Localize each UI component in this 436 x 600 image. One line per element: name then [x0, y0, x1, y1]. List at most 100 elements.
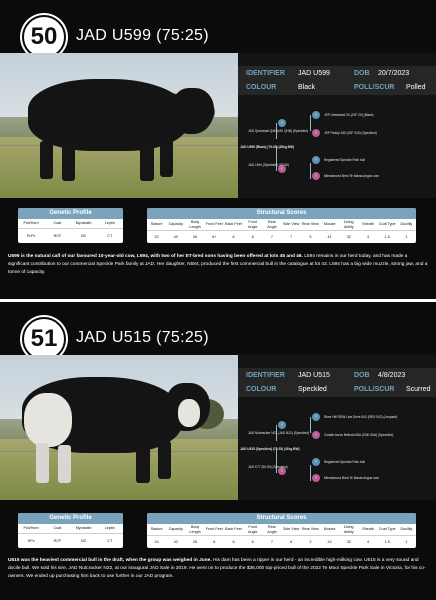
- male-icon: ♂: [312, 458, 320, 466]
- table-header-row: Stature Capacity Body Length Front Feet …: [147, 524, 416, 536]
- table-cell: 6: [290, 539, 293, 544]
- column-header: Capacity: [168, 527, 183, 532]
- lot-number-badge: 50: [22, 15, 66, 59]
- column-header: Coat Type: [378, 527, 396, 532]
- pedigree-sire-sire: JSF Unmarked 20 (JSF 20) (Black): [324, 113, 374, 117]
- table-cell: CT: [107, 233, 113, 238]
- lot-title: JAD U515 (75:25): [76, 329, 209, 346]
- description-body: L594 remains in our herd today, and has …: [8, 254, 428, 275]
- bull-leg: [62, 141, 75, 181]
- info-bar: [238, 66, 436, 95]
- column-header: Leptin: [104, 526, 115, 531]
- table-header-row: Poll/Horn Coat Myostatin Leptin: [18, 219, 123, 229]
- bull-head: [172, 88, 214, 134]
- column-header: Back Feet: [225, 222, 242, 227]
- table-cell: HPc: [27, 538, 35, 543]
- bull-leg: [140, 141, 154, 181]
- table-cell: 6: [232, 539, 235, 544]
- table-cell: 32: [346, 539, 351, 544]
- table-cell: 7: [290, 234, 293, 239]
- column-header: Docility: [400, 222, 413, 227]
- dob-value: 4/8/2023: [378, 372, 406, 379]
- poll-value: Scurred: [406, 386, 431, 393]
- bull-face-patch: [178, 399, 200, 427]
- table-row: 24 42 28 6 6 6 7 6 3 42 32 4 1.5 1: [147, 536, 416, 548]
- table-cell: 1.5: [384, 539, 390, 544]
- column-header: Side View: [282, 527, 300, 532]
- column-header: Side View: [282, 222, 300, 227]
- lot-info-panel: IDENTIFIER JAD U515 DOB 4/8/2023 COLOUR …: [238, 355, 436, 500]
- female-icon: ♀: [312, 172, 320, 180]
- pedigree-line: [310, 417, 311, 433]
- table-cell: 42: [327, 539, 332, 544]
- description-body: His dam has been a ripper in our herd - …: [8, 558, 426, 579]
- column-header: Docility: [400, 527, 413, 532]
- pedigree-line: [276, 425, 277, 441]
- bull-speckled-patch: [24, 393, 72, 447]
- identifier-label: IDENTIFIER: [246, 372, 285, 379]
- bull-photo: [0, 53, 238, 198]
- lot-header: 51 JAD U515 (75:25): [0, 302, 436, 362]
- pedigree-sire: JAD Quixotical Q48 (160 QHB) (Speckled): [248, 129, 309, 133]
- pedigree-line: [276, 147, 277, 171]
- bull-leg: [36, 443, 49, 483]
- column-header: Rear Angle: [267, 220, 277, 229]
- table-cell: 4: [366, 539, 370, 544]
- poll-label: POLL/SCUR: [354, 84, 395, 91]
- female-icon: ♀: [278, 165, 286, 173]
- female-icon: ♀: [278, 467, 286, 475]
- table-cell: 26: [192, 234, 198, 239]
- lot-description: U515 was the heaviest commercial bull in…: [8, 557, 428, 580]
- female-icon: ♀: [312, 474, 320, 482]
- column-header: Poll/Horn: [23, 526, 39, 531]
- colour-label: COLOUR: [246, 386, 277, 393]
- table-cell: 28: [192, 539, 198, 544]
- lot-card: 51 JAD U515 (75:25) IDENTIFIER JAD U515 …: [0, 302, 436, 600]
- pedigree-dam-dam: Minnamurra Bred Te Mania Angus cow: [324, 476, 379, 480]
- table-cell: 32: [346, 234, 351, 239]
- bull-leg: [136, 443, 150, 483]
- column-header: Body Length: [189, 220, 201, 229]
- lot-info-panel: IDENTIFIER JAD U599 DOB 20/7/2023 COLOUR…: [238, 53, 436, 198]
- column-header: Front Angle: [247, 525, 258, 534]
- genetic-profile-table: Genetic Profile Poll/Horn Coat Myostatin…: [18, 208, 123, 243]
- column-header: Leptin: [104, 221, 115, 226]
- column-header: Body Length: [189, 525, 201, 534]
- column-header: Rear View: [301, 527, 319, 532]
- table-cell: 6+: [212, 234, 217, 239]
- column-header: Rear Angle: [267, 525, 277, 534]
- pedigree-line: [310, 465, 311, 481]
- pedigree-line: [276, 123, 277, 139]
- pedigree-dam-dam: Minnamurra Bred Te Mania Angus cow: [324, 174, 379, 178]
- table-cell: 40: [173, 234, 178, 239]
- column-header: Doing Ability: [343, 525, 354, 534]
- genetic-profile-title: Genetic Profile: [18, 513, 123, 524]
- colour-value: Black: [298, 84, 316, 91]
- lot-title: JAD U599 (75:25): [76, 27, 209, 44]
- genetic-profile-table: Genetic Profile Poll/Horn Coat Myostatin…: [18, 513, 123, 548]
- identifier-value: JAD U515: [298, 372, 330, 379]
- pedigree-dam: JAD L594 (Speckled) (50:50): [248, 163, 290, 167]
- table-cell: 3: [366, 234, 370, 239]
- table-cell: NC: [80, 538, 87, 543]
- description-highlight: U599 is the natural calf of our favoured…: [8, 254, 303, 259]
- pedigree-dam: JAD K77 (50:50) (Speckled): [248, 465, 288, 469]
- identifier-label: IDENTIFIER: [246, 70, 285, 77]
- info-bar: [238, 368, 436, 397]
- lot-header: 50 JAD U599 (75:25): [0, 0, 436, 60]
- column-header: Stature: [150, 222, 163, 227]
- dob-label: DOB: [354, 70, 370, 77]
- male-icon: ♂: [312, 111, 320, 119]
- bull-leg: [58, 445, 71, 483]
- column-header: Capacity: [168, 222, 183, 227]
- table-header-row: Stature Capacity Body Length Front Feet …: [147, 219, 416, 231]
- identifier-value: JAD U599: [298, 70, 330, 77]
- structural-scores-title: Structural Scores: [147, 513, 416, 524]
- table-cell: 7: [270, 234, 273, 239]
- male-icon: ♂: [278, 119, 286, 127]
- column-header: Myostatin: [75, 526, 92, 531]
- pedigree-sire-sire: River Hill RDW Line Drive 542 (RED 542) …: [324, 415, 398, 419]
- poll-value: Polled: [406, 84, 426, 91]
- table-row: PcPc RCF NC CT: [18, 229, 123, 243]
- table-cell: 6: [251, 234, 254, 239]
